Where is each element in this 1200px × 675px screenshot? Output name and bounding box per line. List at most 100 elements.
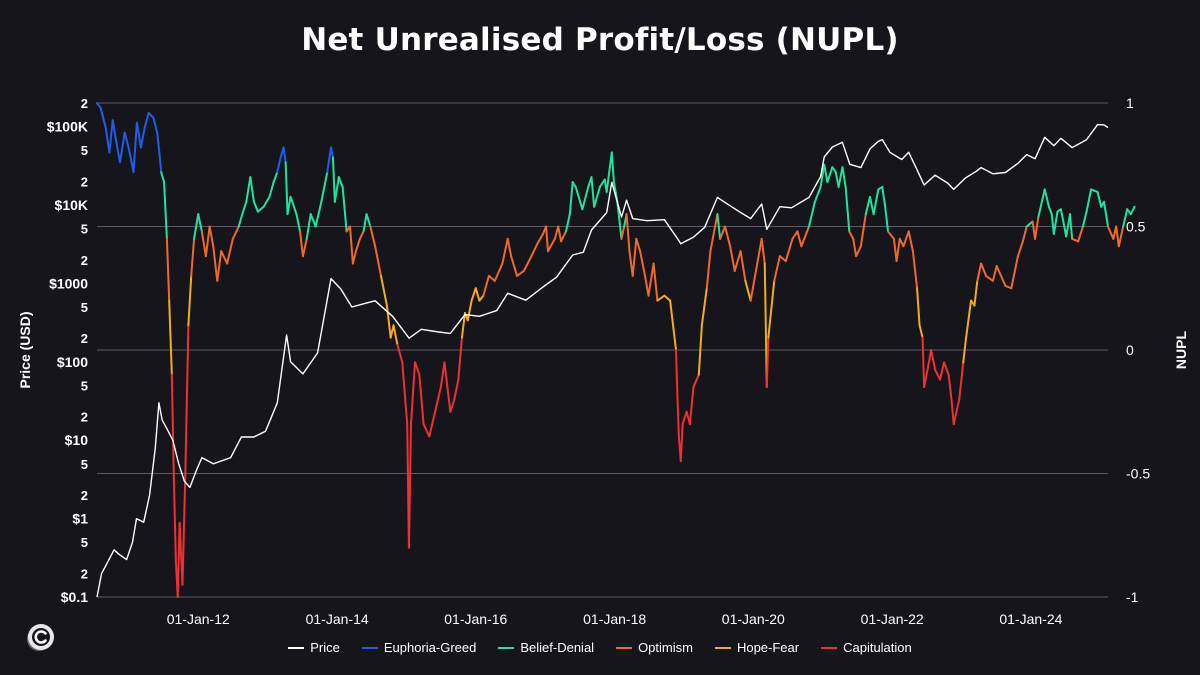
y-tick-label: $100 — [57, 354, 88, 370]
nupl-segment — [272, 171, 279, 184]
nupl-segment — [663, 294, 672, 302]
nupl-segment — [907, 230, 914, 253]
y-tick-label: 2 — [81, 253, 88, 268]
nupl-segment — [1129, 205, 1136, 216]
date-axis: 01-Jan-12 01-Jan-14 01-Jan-16 01-Jan-18 01-J… — [167, 611, 1063, 627]
nupl-segment — [598, 178, 606, 188]
nupl-segment — [396, 344, 404, 364]
nupl-segment — [837, 166, 844, 188]
nupl-segment — [181, 472, 187, 586]
x-tick-label: 01-Jan-20 — [722, 611, 785, 627]
nupl-segment — [165, 237, 171, 302]
nupl-segment — [237, 213, 244, 228]
nupl-segment — [859, 213, 867, 248]
nupl-segment — [1096, 190, 1103, 208]
nupl-segment — [449, 398, 456, 413]
nupl-axis: 1 0.5 0 -0.5 -1 — [1126, 95, 1150, 605]
nupl-segment — [212, 245, 219, 282]
nupl-segment — [216, 250, 223, 282]
nupl-segment — [516, 269, 525, 277]
nupl-segment — [147, 111, 155, 119]
nupl-segment — [590, 176, 596, 208]
nupl-segment — [635, 237, 642, 253]
nupl-segment — [796, 230, 803, 248]
y-tick-label: 5 — [81, 222, 88, 237]
nupl-segment — [460, 311, 466, 339]
y-tick-label: $100K — [47, 119, 88, 135]
y-tick-label: 2 — [81, 174, 88, 189]
x-tick-label: 01-Jan-14 — [306, 611, 369, 627]
nupl-segment — [341, 185, 348, 233]
nupl-segment — [407, 423, 413, 549]
x-tick-label: 01-Jan-12 — [167, 611, 230, 627]
nupl-segment — [1037, 188, 1046, 218]
nupl-segment — [1034, 215, 1040, 240]
grid-lines — [97, 102, 1108, 598]
nupl-segment — [950, 398, 955, 426]
nupl-segment — [143, 111, 150, 129]
nupl-segment — [620, 225, 626, 240]
nupl-segment — [864, 195, 871, 216]
price-series — [96, 123, 1109, 598]
legend-swatch-optimism — [616, 646, 633, 649]
nupl-segment — [156, 131, 161, 154]
nupl-segment — [916, 287, 921, 327]
nupl-segment — [478, 294, 485, 302]
nupl-segment — [918, 324, 924, 339]
nupl-segment — [1052, 210, 1059, 235]
nupl-segment — [675, 349, 679, 401]
legend-item-price: Price — [288, 640, 340, 655]
nupl-segment — [487, 274, 496, 282]
y-tick-label: $1000 — [49, 275, 88, 291]
nupl-series — [96, 102, 1136, 598]
nupl-segment — [330, 146, 334, 159]
nupl-segment — [333, 176, 340, 203]
nupl-segment — [123, 131, 131, 154]
nupl-segment — [374, 245, 382, 277]
nupl-segment — [118, 131, 126, 164]
y-tick-label: $10K — [55, 197, 88, 213]
legend-label-optimism: Optimism — [638, 640, 693, 655]
nupl-segment — [939, 361, 946, 381]
legend-label-euphoria: Euphoria-Greed — [383, 640, 477, 655]
nupl-segment — [855, 245, 862, 258]
nupl-segment — [474, 287, 481, 302]
nupl-segment — [647, 262, 655, 297]
nupl-segment — [158, 151, 163, 174]
nupl-segment — [679, 423, 684, 463]
nupl-segment — [872, 188, 880, 216]
nupl-segment — [934, 368, 942, 381]
nupl-segment — [168, 299, 173, 376]
nupl-segment — [568, 181, 574, 216]
nupl-segment — [358, 230, 365, 240]
nupl-segment — [1025, 220, 1034, 228]
legend-swatch-euphoria — [361, 646, 378, 649]
nupl-segment — [1016, 240, 1024, 258]
nupl-segment — [868, 195, 875, 216]
nupl-segment — [1004, 284, 1013, 290]
nupl-segment — [991, 265, 998, 282]
nupl-segment — [506, 237, 513, 258]
y-tick-label: 2 — [81, 488, 88, 503]
nupl-segment — [96, 102, 102, 109]
nupl-segment — [813, 185, 822, 203]
y-tick-label: 5 — [81, 300, 88, 315]
nupl-segment — [184, 324, 190, 475]
nupl-segment — [565, 213, 571, 233]
y2-axis-label: NUPL — [1173, 331, 1189, 370]
y2-tick-label: -0.5 — [1126, 466, 1150, 482]
nupl-segment — [823, 163, 829, 184]
nupl-segment — [700, 287, 708, 327]
nupl-segment — [268, 181, 275, 198]
nupl-segment — [385, 304, 392, 339]
nupl-segment — [995, 265, 1007, 287]
legend-item-hope: Hope-Fear — [714, 640, 799, 655]
nupl-segment — [309, 213, 317, 228]
nupl-segment — [1107, 225, 1115, 240]
nupl-segment — [301, 237, 308, 258]
nupl-segment — [610, 151, 615, 184]
nupl-segment — [163, 181, 168, 240]
y-tick-label: 5 — [81, 535, 88, 550]
nupl-segment — [1103, 200, 1109, 228]
nupl-segment — [688, 386, 695, 426]
